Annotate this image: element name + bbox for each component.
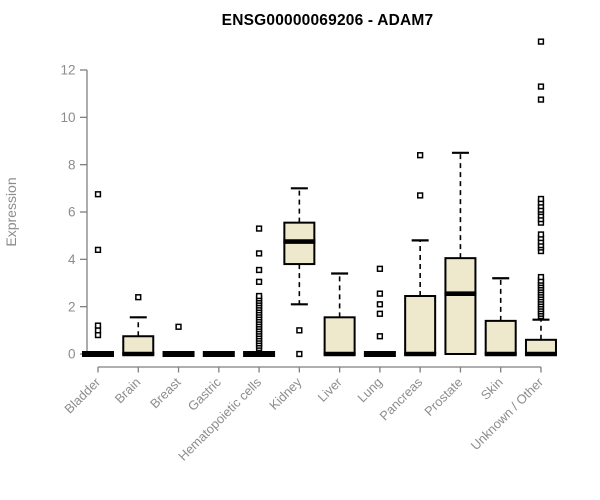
box-series (82, 38, 557, 358)
outlier-point-lung-0 (376, 333, 384, 340)
chart-title: ENSG00000069206 - ADAM7 (221, 12, 434, 29)
boxplot-hematopoietic-cells (243, 225, 276, 357)
outlier-point-hematopoietic-cells-25 (255, 250, 263, 257)
outlier-point-unknown-other-33 (537, 38, 545, 45)
outlier-point-bladder-3 (94, 246, 102, 254)
outlier-point-lung-1 (376, 310, 384, 317)
outlier-point-pancreas-1 (417, 152, 424, 159)
x-tick-label-skin: Skin (478, 375, 506, 403)
boxplot-breast (162, 323, 195, 357)
x-tick-label-gastric: Gastric (185, 374, 225, 414)
outlier-point-bladder-2 (94, 322, 102, 329)
outlier-point-kidney-1 (296, 350, 303, 358)
iqr-box-brain (122, 335, 155, 356)
collapsed-box-hematopoietic-cells (243, 351, 276, 357)
outlier-point-lung-4 (376, 265, 384, 272)
x-tick-label-liver: Liver (315, 374, 346, 405)
boxplot-bladder (82, 191, 114, 357)
outlier-point-unknown-other-31 (537, 96, 545, 103)
boxplot-kidney (283, 187, 316, 358)
y-tick-label-2: 2 (68, 299, 76, 314)
outlier-point-lung-2 (376, 301, 384, 308)
outlier-point-hematopoietic-cells-24 (255, 266, 263, 274)
y-tick-label-10: 10 (60, 110, 75, 125)
outlier-point-kidney-0 (296, 327, 303, 334)
x-tick-label-lung: Lung (354, 375, 385, 406)
outlier-point-unknown-other-32 (537, 83, 545, 90)
boxplot-prostate (444, 151, 477, 355)
x-tick-label-bladder: Bladder (61, 374, 103, 416)
boxplot-brain (122, 294, 155, 357)
outlier-point-unknown-other-16 (537, 273, 545, 281)
boxplot-skin (484, 277, 517, 357)
iqr-box-prostate (444, 257, 477, 355)
boxplot-gastric (202, 351, 235, 357)
collapsed-box-lung (363, 351, 396, 357)
outlier-point-hematopoietic-cells-22 (255, 292, 263, 300)
outlier-point-unknown-other-22 (537, 231, 545, 238)
outlier-point-lung-3 (376, 290, 384, 297)
outlier-point-hematopoietic-cells-26 (255, 225, 263, 232)
outlier-point-hematopoietic-cells-23 (255, 278, 263, 285)
outlier-point-unknown-other-30 (537, 195, 545, 203)
boxplot-lung (363, 265, 396, 357)
x-tick-label-brain: Brain (112, 375, 144, 407)
x-tick-label-pancreas: Pancreas (376, 375, 425, 424)
outlier-point-pancreas-0 (417, 192, 424, 199)
y-tick-label-4: 4 (68, 252, 76, 267)
collapsed-box-breast (162, 351, 195, 357)
iqr-box-pancreas (404, 295, 437, 355)
outlier-point-brain-0 (135, 294, 142, 301)
y-tick-label-12: 12 (60, 63, 75, 78)
x-tick-label-breast: Breast (147, 374, 184, 411)
y-tick-label-8: 8 (68, 157, 76, 172)
collapsed-box-gastric (202, 351, 235, 357)
iqr-box-skin (484, 319, 517, 356)
x-tick-label-prostate: Prostate (421, 375, 465, 419)
outlier-point-breast-0 (175, 323, 182, 330)
iqr-box-liver (323, 316, 356, 356)
boxplot-liver (323, 272, 356, 357)
boxplot-pancreas (404, 152, 437, 357)
y-tick-label-6: 6 (68, 205, 76, 220)
x-tick-label-unknown-other: Unknown / Other (468, 374, 547, 453)
outlier-point-bladder-4 (94, 191, 102, 198)
collapsed-box-bladder (82, 351, 114, 357)
x-tick-label-kidney: Kidney (266, 374, 305, 413)
y-tick-label-0: 0 (68, 347, 76, 362)
y-axis-title: Expression (3, 177, 19, 246)
boxplot-unknown-other (524, 38, 557, 357)
